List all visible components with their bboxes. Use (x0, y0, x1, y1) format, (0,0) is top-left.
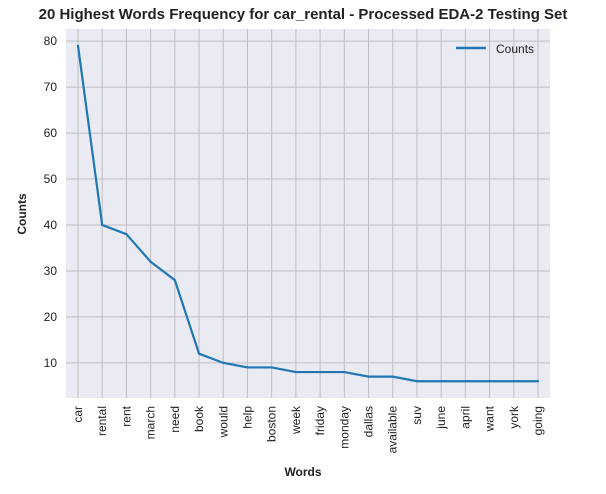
data-point (415, 380, 419, 383)
x-tick-label: march (144, 406, 158, 439)
y-tick-label: 80 (44, 34, 58, 48)
data-point (512, 380, 515, 383)
data-point (319, 370, 322, 374)
data-point (76, 44, 80, 47)
series-line-counts (76, 45, 538, 383)
data-point (440, 380, 443, 383)
data-point (222, 361, 225, 364)
x-tick-label: available (386, 406, 400, 454)
chart-title: 20 Highest Words Frequency for car_renta… (39, 6, 568, 23)
x-tick-label: rental (95, 406, 109, 436)
x-tick-label: boston (265, 406, 279, 442)
y-tick-label: 50 (44, 172, 58, 186)
x-tick-label: june (434, 406, 448, 430)
x-axis-label: Words (284, 465, 321, 479)
y-tick-label: 40 (44, 218, 58, 232)
x-tick-label: book (192, 405, 206, 432)
data-point (173, 279, 176, 282)
y-tick-label: 60 (44, 126, 58, 140)
x-tick-label: going (531, 406, 545, 435)
x-tick-label: car (71, 406, 85, 423)
data-point (149, 260, 152, 263)
x-tick-label: friday (313, 406, 327, 435)
x-tick-label: help (240, 406, 254, 429)
data-point (488, 380, 491, 383)
x-tick-label: dallas (362, 406, 376, 437)
x-tick-label: week (289, 405, 303, 435)
data-point (101, 223, 104, 227)
x-tick-label: want (483, 405, 497, 432)
x-axis-ticks: car rental rent march need book would help bosto… (71, 405, 545, 453)
x-tick-label: monday (337, 406, 351, 449)
x-tick-label: york (507, 405, 521, 429)
data-point (343, 370, 346, 374)
y-axis-ticks: 10 20 30 40 50 60 70 80 (44, 34, 58, 370)
plot-area (66, 29, 550, 398)
x-tick-label: suv (410, 406, 424, 425)
series-layer (76, 44, 540, 383)
y-tick-label: 30 (44, 264, 58, 278)
data-point (464, 380, 467, 383)
x-tick-label: rent (119, 405, 133, 426)
y-axis-label: Counts (15, 193, 29, 235)
data-point (294, 370, 297, 374)
data-point (270, 366, 273, 369)
data-point (197, 352, 201, 355)
grid-lines (66, 29, 550, 398)
data-point (391, 375, 394, 378)
data-point (367, 375, 370, 378)
data-point (246, 366, 249, 369)
data-point (536, 380, 540, 383)
legend: Counts (456, 42, 534, 56)
legend-label: Counts (496, 42, 534, 56)
y-tick-label: 20 (44, 310, 58, 324)
y-tick-label: 10 (44, 356, 58, 370)
x-tick-label: would (216, 406, 230, 438)
y-tick-label: 70 (44, 80, 58, 94)
x-tick-label: need (168, 406, 182, 433)
data-point (125, 233, 128, 236)
x-tick-label: april (458, 406, 472, 429)
